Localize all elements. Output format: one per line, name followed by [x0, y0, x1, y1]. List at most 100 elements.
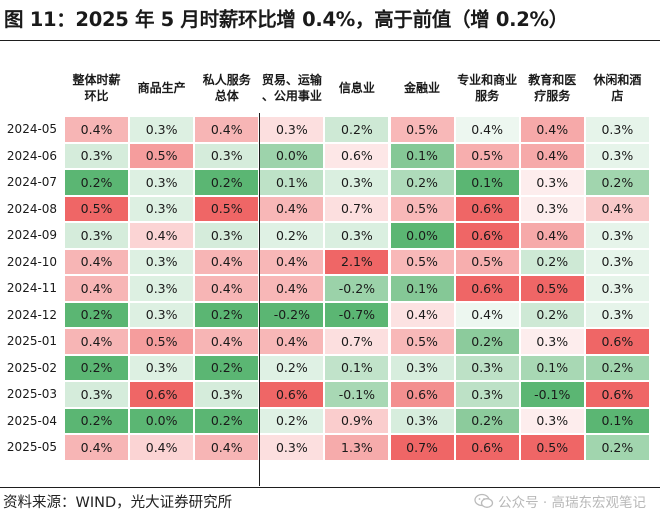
row-label: 2025-02 — [6, 360, 58, 375]
table-cell: 0.5% — [130, 329, 194, 354]
table-cell: 0.5% — [390, 249, 454, 274]
table-cell: 0.3% — [520, 170, 584, 195]
table-cell: 0.2% — [325, 117, 389, 142]
table-cell: 0.2% — [585, 355, 649, 380]
table-cell: 0.3% — [130, 249, 194, 274]
column-header: 专业和商业 服务 — [455, 62, 520, 113]
table-cell: 0.6% — [455, 276, 519, 301]
row-label: 2024-07 — [6, 175, 58, 190]
table-cell: 0.2% — [520, 302, 584, 327]
table-cell: 0.1% — [585, 408, 649, 433]
table-cell: 0.6% — [260, 382, 324, 407]
table-cell: -0.1% — [325, 382, 389, 407]
table-cell: 0.2% — [65, 302, 129, 327]
column-header: 贸易、运输 、公用事业 — [259, 62, 324, 113]
table-cell: 0.1% — [520, 355, 584, 380]
bottom-rule — [0, 487, 660, 488]
table-cell: 0.5% — [455, 249, 519, 274]
column-header: 休闲和酒店 — [585, 62, 650, 113]
table-cell: 0.1% — [390, 143, 454, 168]
table-cell: 0.4% — [260, 276, 324, 301]
table-cell: 0.4% — [390, 302, 454, 327]
table-cell: 0.3% — [130, 117, 194, 142]
column-header-line: 贸易、运输 — [261, 72, 322, 87]
table-cell: 0.3% — [65, 223, 129, 248]
table-cell: 0.2% — [390, 170, 454, 195]
table-cell: 0.6% — [455, 223, 519, 248]
table-cell: 0.4% — [260, 196, 324, 221]
table-cell: 0.3% — [195, 143, 259, 168]
table-cell: 0.3% — [325, 170, 389, 195]
table-cell: 2.1% — [325, 249, 389, 274]
table-cell: 0.3% — [65, 382, 129, 407]
table-cell: 0.5% — [455, 143, 519, 168]
row-label: 2024-10 — [6, 254, 58, 269]
table-cell: 0.7% — [390, 435, 454, 460]
column-header-line: 、公用事业 — [261, 88, 322, 103]
column-header-line: 疗服务 — [534, 88, 571, 103]
table-cell: 0.3% — [130, 196, 194, 221]
table-cell: 0.2% — [65, 170, 129, 195]
table-cell: 0.2% — [65, 408, 129, 433]
wechat-icon — [474, 493, 494, 508]
table-cell: 0.6% — [390, 382, 454, 407]
table-cell: 0.4% — [520, 143, 584, 168]
table-cell: 0.2% — [195, 408, 259, 433]
table-cell: 0.3% — [585, 223, 649, 248]
table-cell: 0.4% — [195, 329, 259, 354]
table-cell: 0.2% — [260, 355, 324, 380]
table-cell: 0.1% — [390, 276, 454, 301]
table-cell: -0.7% — [325, 302, 389, 327]
table-cell: -0.1% — [520, 382, 584, 407]
table-cell: 0.3% — [260, 435, 324, 460]
column-header-line: 商品生产 — [137, 80, 186, 95]
table-cell: 0.4% — [520, 117, 584, 142]
row-label: 2024-08 — [6, 201, 58, 216]
table-cell: 0.0% — [260, 143, 324, 168]
table-cell: 0.4% — [195, 249, 259, 274]
table-cell: 1.3% — [325, 435, 389, 460]
table-cell: 0.5% — [65, 196, 129, 221]
column-header-line: 信息业 — [338, 80, 375, 95]
column-header-line: 专业和商业 — [457, 72, 518, 87]
column-header-line: 教育和医 — [528, 72, 577, 87]
table-cell: -0.2% — [325, 276, 389, 301]
column-header-line: 店 — [611, 88, 624, 103]
column-header-line: 金融业 — [404, 80, 441, 95]
table-cell: 0.4% — [455, 117, 519, 142]
table-cell: 0.4% — [65, 249, 129, 274]
table-cell: 0.2% — [455, 408, 519, 433]
table-cell: 0.6% — [455, 435, 519, 460]
table-cell: 0.7% — [325, 329, 389, 354]
table-cell: 0.4% — [65, 435, 129, 460]
table-cell: 0.3% — [390, 355, 454, 380]
column-header: 商品生产 — [129, 62, 194, 113]
table-cell: 0.1% — [325, 355, 389, 380]
table-cell: 0.9% — [325, 408, 389, 433]
chart-title: 图 11：2025 年 5 月时薪环比增 0.4%，高于前值（增 0.2%） — [4, 8, 568, 31]
column-header-line: 私人服务 — [202, 72, 251, 87]
table-cell: 0.2% — [195, 170, 259, 195]
watermark: 公众号 · 高瑞东宏观笔记 — [474, 491, 646, 511]
table-cell: 0.4% — [195, 435, 259, 460]
table-cell: 0.6% — [325, 143, 389, 168]
table-cell: -0.2% — [260, 302, 324, 327]
table-cell: 0.3% — [195, 223, 259, 248]
row-label: 2025-05 — [6, 440, 58, 455]
table-cell: 0.3% — [260, 117, 324, 142]
table-cell: 0.4% — [65, 117, 129, 142]
table-cell: 0.3% — [585, 276, 649, 301]
table-cell: 0.3% — [325, 223, 389, 248]
table-cell: 0.3% — [455, 355, 519, 380]
table-cell: 0.2% — [195, 302, 259, 327]
table-cell: 0.5% — [520, 435, 584, 460]
table-cell: 0.6% — [585, 329, 649, 354]
row-label: 2025-03 — [6, 387, 58, 402]
table-cell: 0.3% — [520, 329, 584, 354]
table-cell: 0.4% — [130, 223, 194, 248]
table-cell: 0.3% — [520, 408, 584, 433]
table-cell: 0.5% — [390, 196, 454, 221]
column-header: 教育和医 疗服务 — [520, 62, 585, 113]
table-cell: 0.3% — [585, 302, 649, 327]
